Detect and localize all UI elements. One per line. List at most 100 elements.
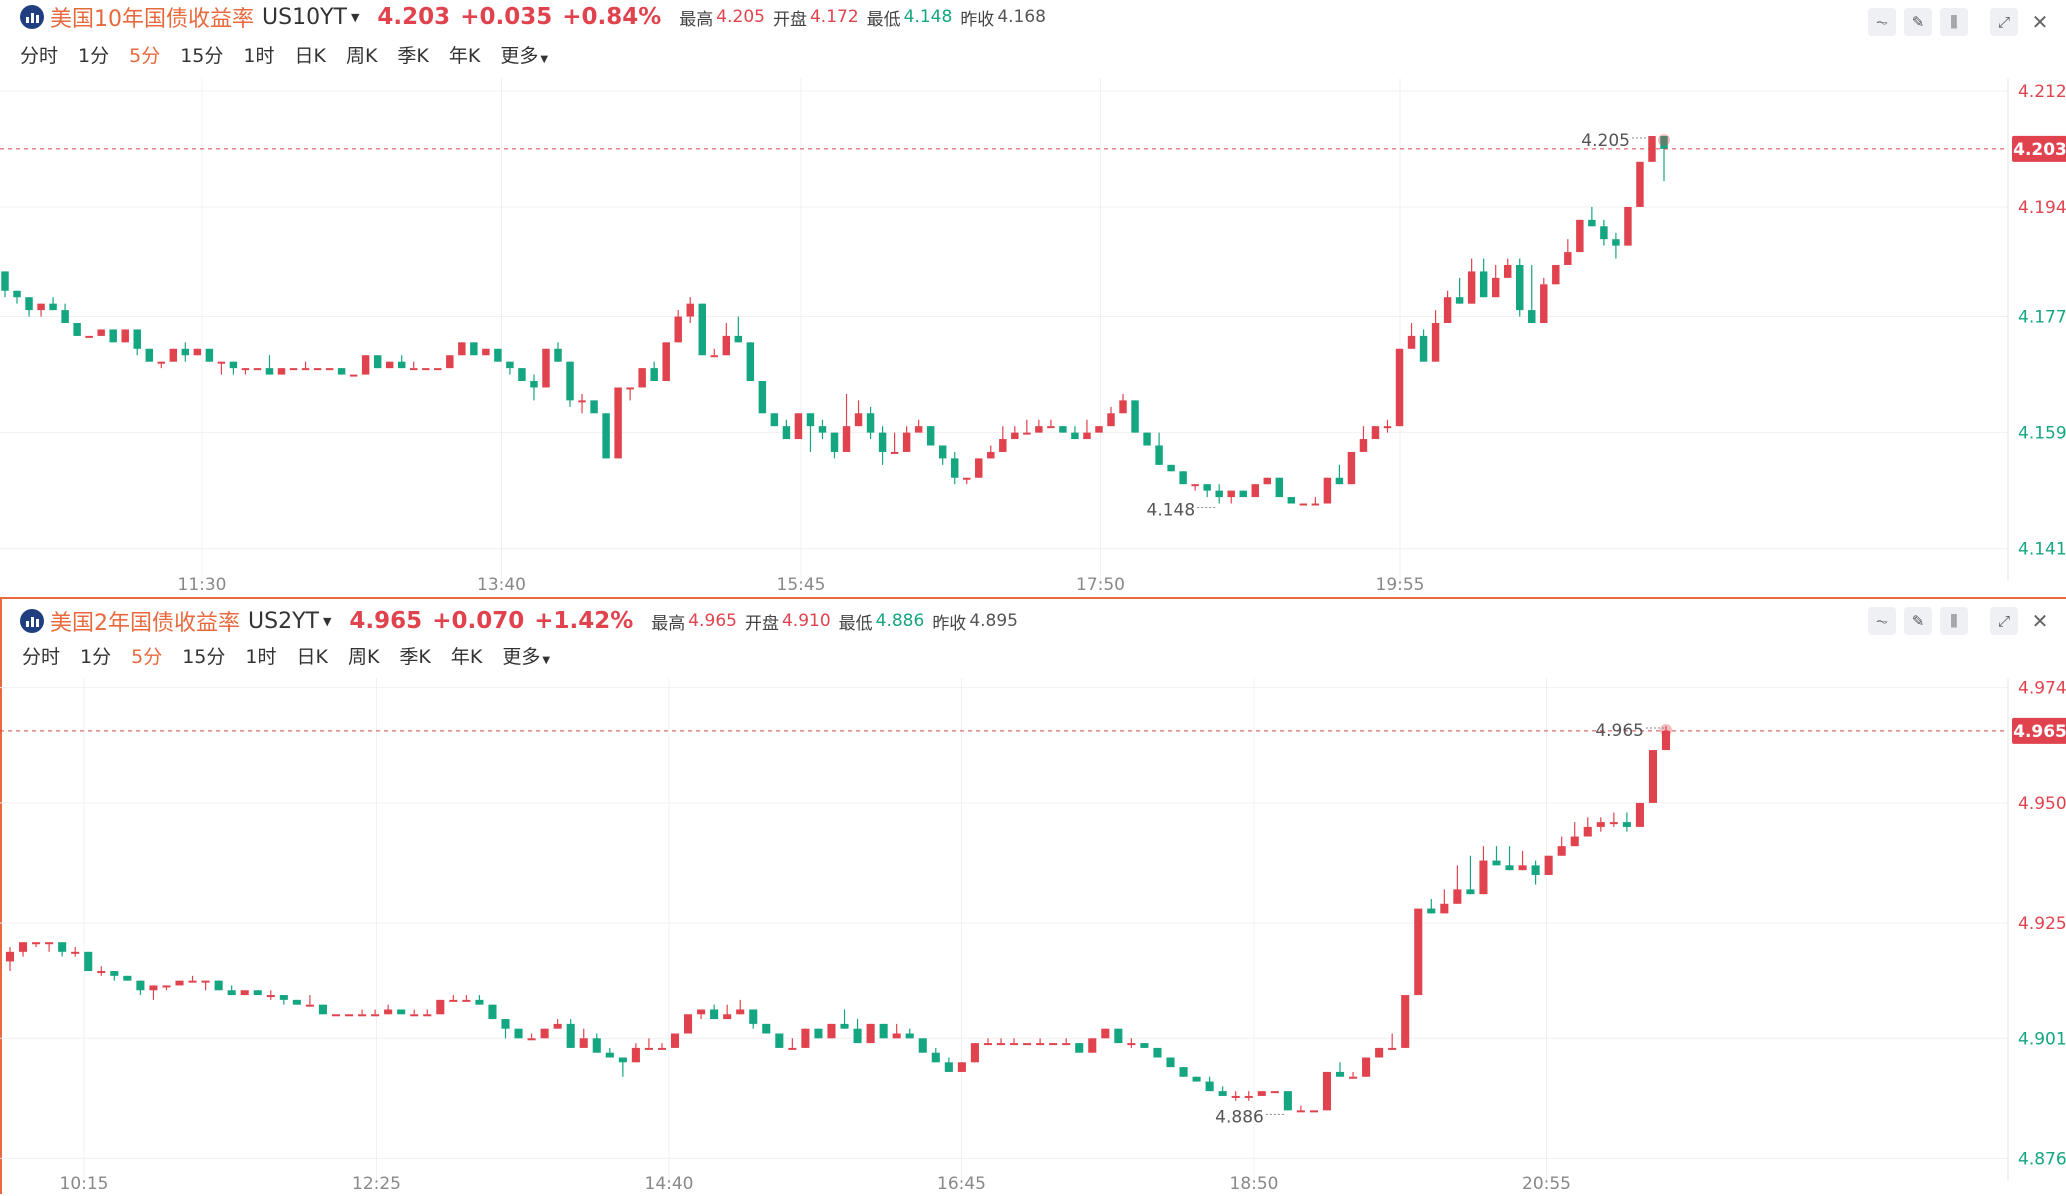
tab-weekly[interactable]: 周K: [345, 44, 378, 67]
tab-5min[interactable]: 5分: [131, 645, 163, 668]
candle-body: [983, 1043, 992, 1046]
candlestick-chart-us10yt[interactable]: 11:30 13:40 15:45 17:50 19:55 4.212 4.194 4.177…: [0, 78, 2066, 597]
candle-body: [344, 1014, 354, 1017]
tab-yearly[interactable]: 年K: [448, 44, 481, 67]
candle-body: [1636, 161, 1644, 207]
candle-body: [1231, 1095, 1240, 1098]
candle-body: [1218, 1091, 1227, 1096]
tab-weekly[interactable]: 周K: [347, 645, 380, 668]
close-icon[interactable]: ✕: [2026, 607, 2054, 635]
candle-body: [1101, 1028, 1110, 1039]
candle-body: [1431, 323, 1440, 362]
tab-15min[interactable]: 15分: [182, 645, 226, 668]
candle-body: [449, 999, 458, 1002]
stat-value-low: 4.886: [875, 611, 925, 631]
candle-body: [277, 368, 286, 375]
candle-body: [854, 413, 863, 427]
candle-body: [109, 329, 117, 343]
tab-more[interactable]: 更多 ▼: [500, 41, 548, 68]
tab-yearly[interactable]: 年K: [450, 645, 483, 668]
tab-quarterly[interactable]: 季K: [399, 645, 431, 668]
candle-body: [253, 990, 262, 996]
candle-body: [1215, 490, 1223, 498]
y-axis-tick-label: 4.925: [2018, 914, 2066, 934]
candle-body: [265, 368, 274, 375]
candle-body: [1479, 271, 1488, 298]
draw-pen-icon[interactable]: ✎: [1904, 8, 1932, 36]
interval-tabs: 分时 1分 5分 15分 1时 日K 周K 季K 年K 更多 ▼: [2, 641, 550, 669]
candle-body: [775, 1033, 784, 1048]
candle-body: [553, 1023, 562, 1029]
candle-body: [566, 1023, 575, 1048]
expand-icon[interactable]: ⤢: [1990, 8, 2018, 36]
candle-body: [301, 368, 310, 371]
candle-body: [1453, 889, 1462, 904]
candle-body: [121, 329, 129, 343]
tab-1hour[interactable]: 1时: [245, 645, 277, 668]
candle-body: [1323, 477, 1332, 504]
candle-body: [193, 348, 202, 356]
tab-5min[interactable]: 5分: [129, 44, 161, 67]
tab-timeline[interactable]: 分时: [20, 44, 59, 67]
stat-value-open: 4.910: [781, 611, 831, 631]
candle-type-icon[interactable]: ⫼: [1940, 607, 1968, 635]
candle-body: [1552, 264, 1560, 285]
stat-value-prev-close: 4.895: [969, 611, 1018, 631]
candle-body: [1600, 226, 1608, 240]
candle-body: [996, 1043, 1006, 1046]
tab-1hour[interactable]: 1时: [243, 44, 275, 67]
price-change-pct: +0.84%: [562, 4, 662, 30]
expand-icon[interactable]: ⤢: [1990, 607, 2018, 635]
candle-body: [175, 980, 184, 986]
chevron-down-icon[interactable]: ▼: [322, 614, 332, 628]
candle-body: [475, 999, 484, 1005]
candle-body: [410, 1014, 419, 1017]
candle-body: [1143, 432, 1151, 446]
tab-more[interactable]: 更多 ▼: [502, 642, 550, 669]
tab-1min[interactable]: 1分: [80, 645, 112, 668]
candle-body: [1395, 348, 1404, 427]
draw-pen-icon[interactable]: ✎: [1904, 607, 1932, 635]
candle-body: [975, 458, 983, 478]
candle-body: [1009, 1043, 1019, 1046]
indicator-icon[interactable]: ⏦: [1868, 8, 1896, 36]
chevron-down-icon[interactable]: ▼: [350, 10, 360, 24]
candle-body: [1609, 822, 1618, 825]
candle-body: [1576, 219, 1584, 253]
tab-15min[interactable]: 15分: [180, 44, 224, 67]
tab-1min[interactable]: 1分: [78, 44, 110, 67]
symbol-selector[interactable]: US2YT: [248, 608, 319, 634]
tab-daily[interactable]: 日K: [294, 44, 326, 67]
candle-body: [554, 348, 562, 362]
candle-body: [1083, 432, 1091, 440]
stat-label-low: 最低: [838, 613, 873, 634]
symbol-selector[interactable]: US10YT: [262, 4, 347, 30]
stat-label-prev-close: 昨收: [960, 9, 995, 30]
candle-body: [1588, 219, 1596, 227]
candle-body: [1440, 903, 1449, 914]
indicator-icon[interactable]: ⏦: [1868, 607, 1896, 635]
candle-body: [1322, 1071, 1332, 1111]
candle-body: [853, 1028, 862, 1044]
candle-body: [710, 355, 719, 358]
candle-body: [1383, 426, 1392, 429]
candle-body: [818, 426, 827, 433]
candle-body: [73, 323, 81, 336]
candle-body: [905, 1033, 914, 1039]
candle-body: [240, 990, 249, 996]
candle-body: [1179, 471, 1187, 485]
tab-quarterly[interactable]: 季K: [397, 44, 429, 67]
candle-body: [1467, 271, 1476, 304]
candlestick-chart-us2yt[interactable]: 10:15 12:25 14:40 16:45 18:50 20:55 4.974 4.950…: [0, 678, 2066, 1196]
candle-body: [1275, 477, 1284, 498]
tab-daily[interactable]: 日K: [296, 645, 328, 668]
tab-timeline[interactable]: 分时: [22, 645, 61, 668]
candle-body: [1455, 297, 1464, 304]
candle-body: [605, 1052, 614, 1058]
close-icon[interactable]: ✕: [2026, 8, 2054, 36]
stat-value-low: 4.148: [903, 7, 953, 27]
candle-type-icon[interactable]: ⫼: [1940, 8, 1968, 36]
candle-body: [434, 368, 442, 371]
candle-body: [97, 971, 106, 974]
candle-body: [37, 303, 45, 311]
